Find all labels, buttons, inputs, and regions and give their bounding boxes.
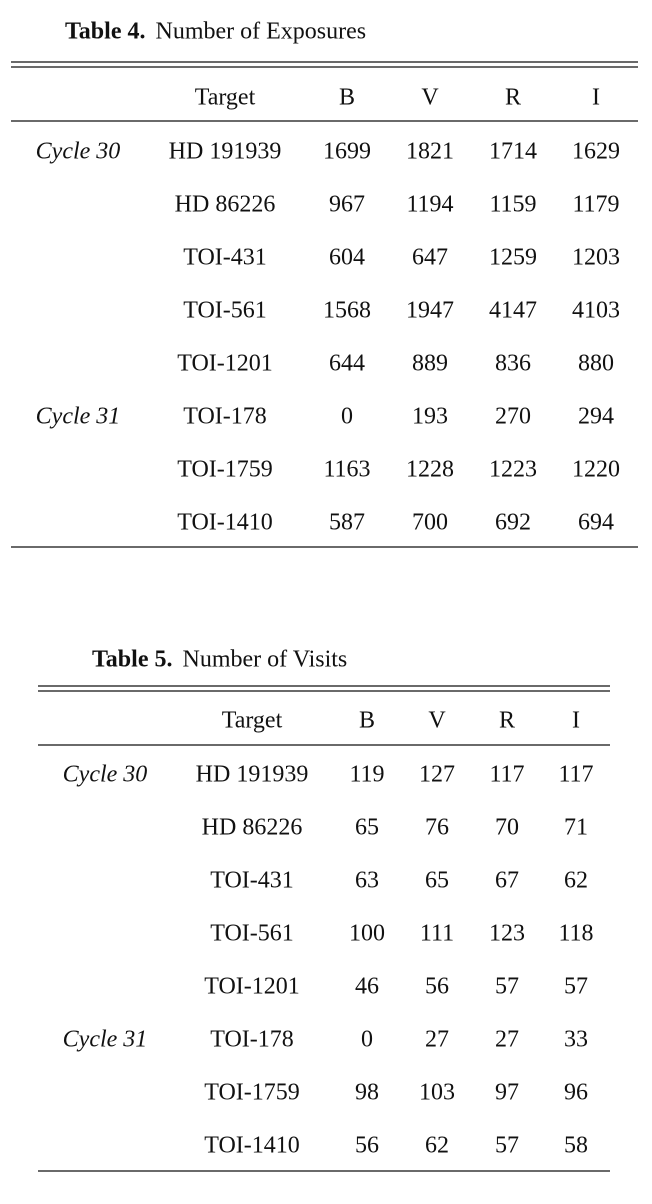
table-title: Number of Exposures (155, 19, 366, 45)
cell: 4103 (572, 298, 620, 324)
cell: 46 (355, 974, 379, 1000)
cell: 119 (349, 762, 384, 788)
cell: 57 (564, 974, 588, 1000)
cell: 56 (425, 974, 449, 1000)
cell: 1821 (406, 139, 454, 165)
column-header: I (572, 708, 580, 734)
cell: 0 (361, 1027, 373, 1053)
cell: 1947 (406, 298, 454, 324)
cell: TOI-561 (183, 298, 267, 324)
cell: TOI-1759 (204, 1080, 300, 1106)
cell: HD 191939 (169, 139, 282, 165)
cell: 1163 (323, 457, 370, 483)
cell: HD 191939 (196, 762, 309, 788)
cell: 103 (419, 1080, 455, 1106)
cell: 889 (412, 351, 448, 377)
cycle-label: Cycle 30 (36, 139, 121, 165)
cell: 294 (578, 404, 614, 430)
cell: 193 (412, 404, 448, 430)
cell: TOI-178 (183, 404, 267, 430)
cell: TOI-1759 (177, 457, 273, 483)
cycle-label: Cycle 31 (36, 404, 121, 430)
column-header: V (428, 708, 446, 734)
cell: 56 (355, 1133, 379, 1159)
cell: 604 (329, 245, 365, 271)
cell: 967 (329, 192, 365, 218)
cell: 647 (412, 245, 448, 271)
column-header: Target (222, 708, 283, 734)
cell: 71 (564, 815, 588, 841)
cell: 1699 (323, 139, 371, 165)
column-header: R (505, 85, 521, 111)
cell: 1228 (406, 457, 454, 483)
column-header: V (421, 85, 439, 111)
cell: 587 (329, 510, 365, 536)
cell: 58 (564, 1133, 588, 1159)
cell: 111 (420, 921, 454, 947)
cell: TOI-1410 (177, 510, 273, 536)
cell: 67 (495, 868, 519, 894)
cell: 117 (558, 762, 593, 788)
cell: 123 (489, 921, 525, 947)
cell: 97 (495, 1080, 519, 1106)
cell: 1223 (489, 457, 537, 483)
cell: 1629 (572, 139, 620, 165)
cell: 0 (341, 404, 353, 430)
column-header: B (359, 708, 375, 734)
table-label: Table 5. (92, 647, 172, 673)
cell: 127 (419, 762, 455, 788)
cell: 57 (495, 974, 519, 1000)
cell: TOI-1410 (204, 1133, 300, 1159)
cell: 70 (495, 815, 519, 841)
cell: 270 (495, 404, 531, 430)
cell: 118 (558, 921, 593, 947)
cell: 27 (495, 1027, 519, 1053)
cell: TOI-561 (210, 921, 294, 947)
cell: 644 (329, 351, 365, 377)
column-header: B (339, 85, 355, 111)
cell: 1714 (489, 139, 537, 165)
cell: 694 (578, 510, 614, 536)
column-header: R (499, 708, 515, 734)
table-label: Table 4. (65, 19, 145, 45)
cell: 76 (425, 815, 449, 841)
cell: TOI-178 (210, 1027, 294, 1053)
cell: HD 86226 (202, 815, 303, 841)
cell: 1259 (489, 245, 537, 271)
cell: 880 (578, 351, 614, 377)
cell: 1179 (572, 192, 619, 218)
cell: 1568 (323, 298, 371, 324)
cell: TOI-431 (210, 868, 294, 894)
cell: 4147 (489, 298, 537, 324)
table-title: Number of Visits (182, 647, 347, 673)
cell: 836 (495, 351, 531, 377)
cell: 62 (564, 868, 588, 894)
cycle-label: Cycle 31 (63, 1027, 148, 1053)
cycle-label: Cycle 30 (63, 762, 148, 788)
cell: 33 (564, 1027, 588, 1053)
cell: 100 (349, 921, 385, 947)
cell: 27 (425, 1027, 449, 1053)
cell: 96 (564, 1080, 588, 1106)
cell: TOI-431 (183, 245, 267, 271)
column-header: Target (195, 85, 256, 111)
cell: 57 (495, 1133, 519, 1159)
cell: 65 (355, 815, 379, 841)
cell: 63 (355, 868, 379, 894)
cell: 1194 (406, 192, 453, 218)
cell: 692 (495, 510, 531, 536)
cell: 62 (425, 1133, 449, 1159)
cell: HD 86226 (175, 192, 276, 218)
cell: 1159 (489, 192, 536, 218)
cell: 1203 (572, 245, 620, 271)
cell: 700 (412, 510, 448, 536)
cell: TOI-1201 (204, 974, 300, 1000)
cell: 65 (425, 868, 449, 894)
column-header: I (592, 85, 600, 111)
cell: TOI-1201 (177, 351, 273, 377)
cell: 1220 (572, 457, 620, 483)
cell: 98 (355, 1080, 379, 1106)
cell: 117 (489, 762, 524, 788)
